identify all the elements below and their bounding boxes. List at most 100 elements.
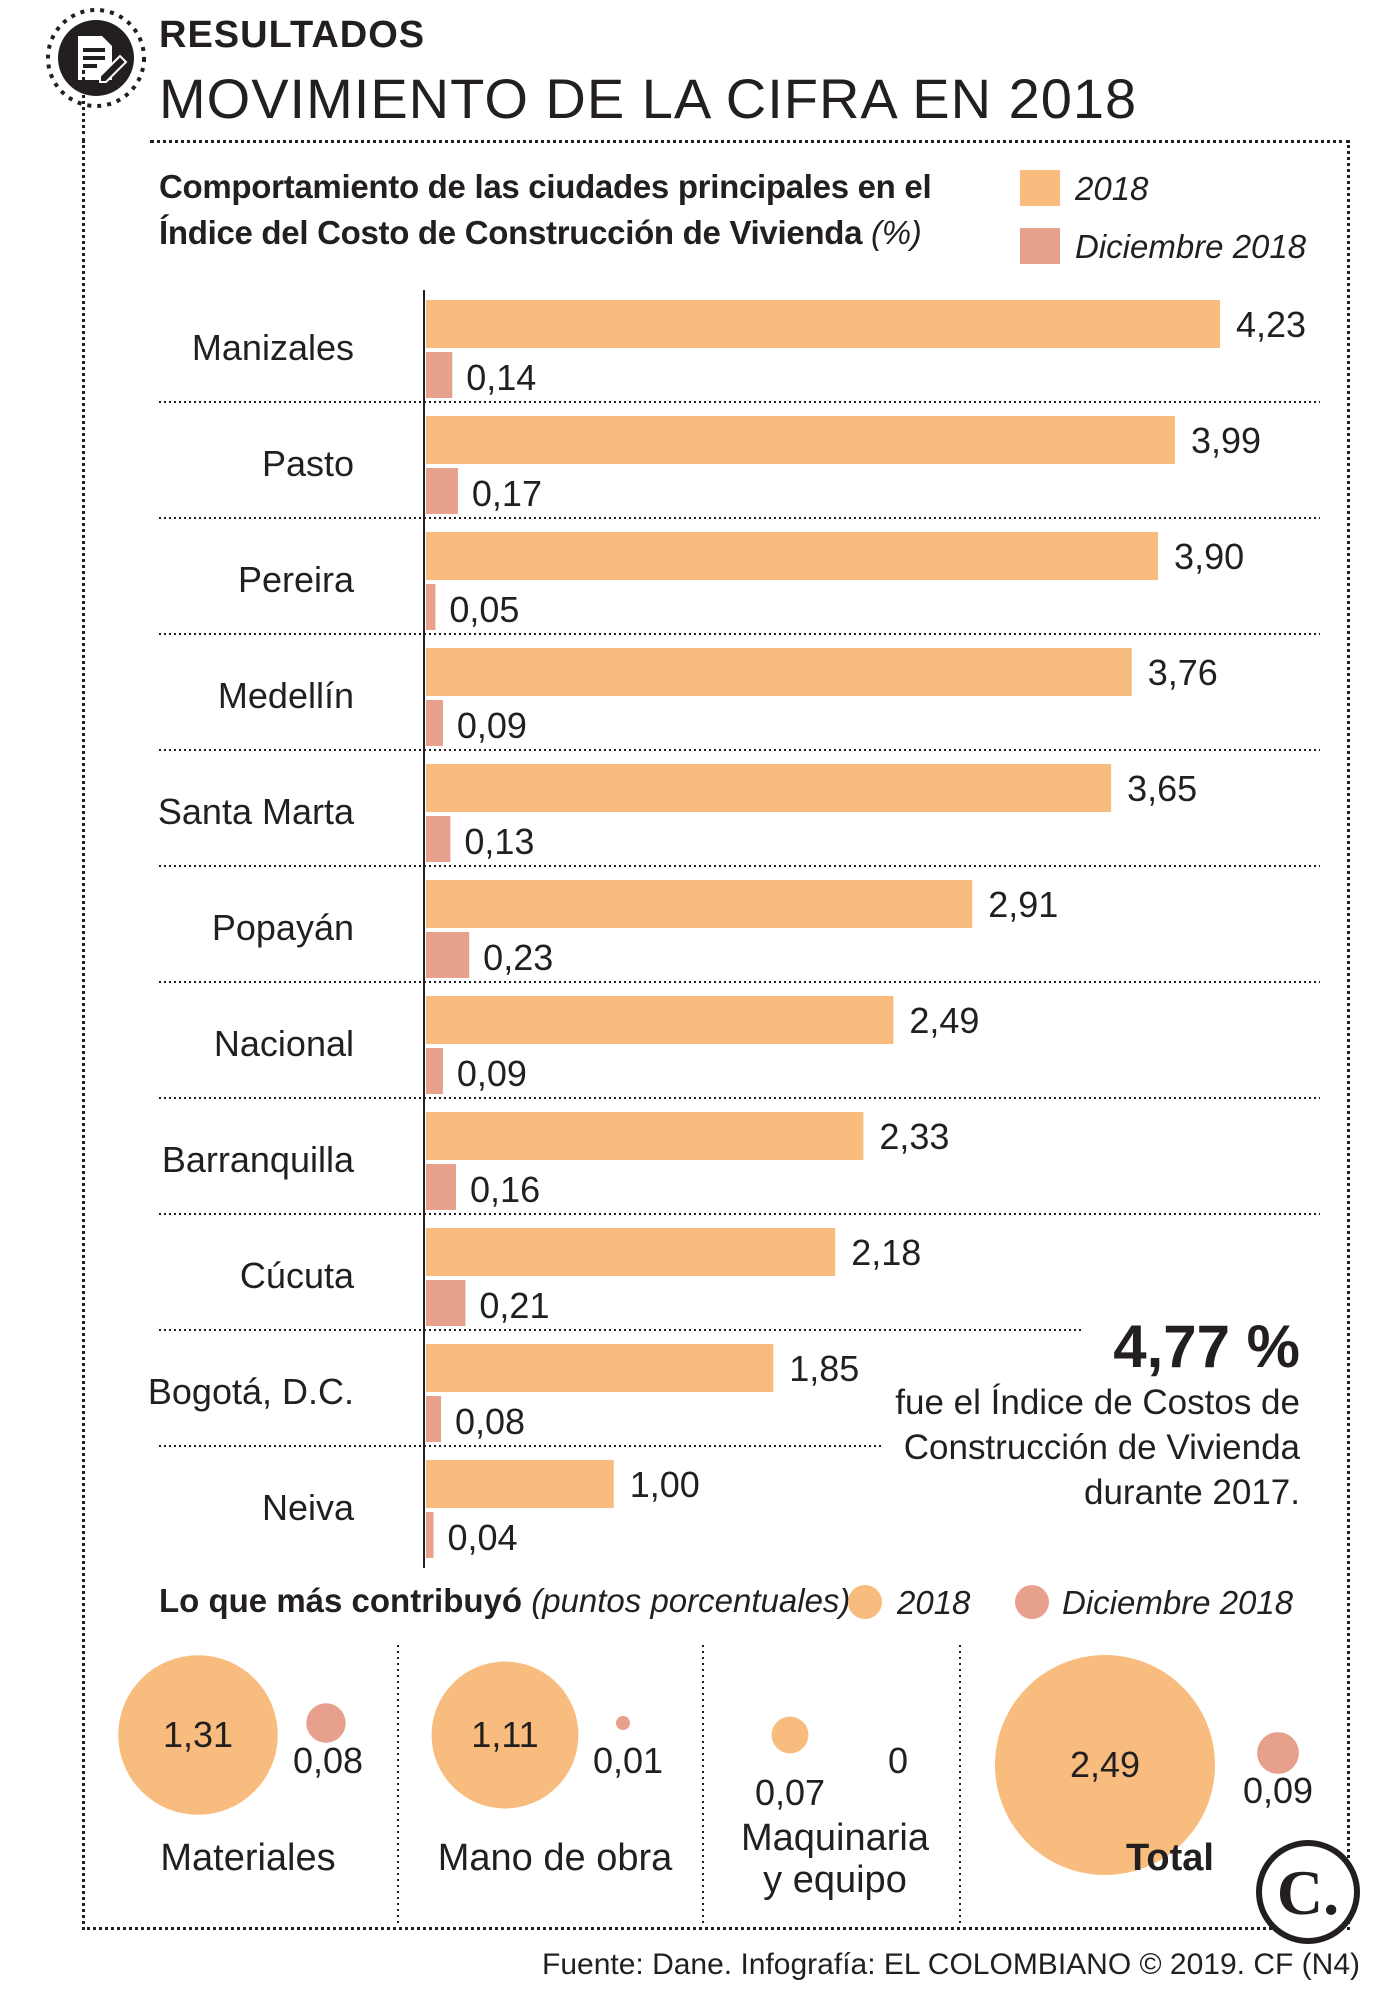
value-label-2018: 1,85 (789, 1348, 859, 1389)
chart-unit-label: (%) (871, 214, 922, 251)
legend-label-2018: 2018 (896, 1584, 971, 1621)
bubble-dic-0 (306, 1703, 346, 1743)
bar-dic-9 (426, 1396, 442, 1442)
el-colombiano-logo-icon: C. (1256, 1840, 1360, 1944)
category-name: Maquinaria (741, 1817, 930, 1859)
legend-label-2018: 2018 (1075, 170, 1149, 207)
value-label-2018: 2,49 (909, 1000, 979, 1041)
category-name: Mano de obra (438, 1837, 673, 1879)
value-label-2018: 2,91 (988, 884, 1058, 925)
category-label: Nacional (214, 1023, 354, 1064)
value-label-dic: 0,04 (448, 1517, 518, 1558)
bar-2018-10 (426, 1460, 614, 1508)
chart-title-text: Comportamiento de las ciudades principal… (159, 168, 932, 251)
value-label-2018: 3,76 (1148, 652, 1218, 693)
bar-2018-4 (426, 764, 1112, 812)
bar-dic-10 (426, 1512, 434, 1558)
bubble-value-2018: 0,07 (755, 1772, 825, 1813)
category-label: Neiva (262, 1487, 355, 1528)
value-label-2018: 1,00 (630, 1464, 700, 1505)
bar-chart: 4,23 0,14 Manizales 3,99 0,17 Pasto 3,90 0,05 Pe… (148, 290, 1320, 1568)
category-label: Popayán (212, 907, 354, 948)
bar-dic-8 (426, 1280, 466, 1326)
bar-dic-6 (426, 1048, 443, 1094)
bar-2018-3 (426, 648, 1132, 696)
category-label: Bogotá, D.C. (148, 1371, 354, 1412)
section-title: MOVIMIENTO DE LA CIFRA EN 2018 (159, 67, 1138, 130)
bubble-value-2018: 2,49 (1070, 1744, 1140, 1785)
bar-2018-8 (426, 1228, 836, 1276)
logo-text: C. (1277, 1857, 1339, 1928)
value-label-dic: 0,17 (472, 473, 542, 514)
value-label-2018: 4,23 (1236, 304, 1306, 345)
legend-swatch-2018 (1020, 170, 1060, 206)
bar-dic-4 (426, 816, 451, 862)
category-label: Pasto (262, 443, 354, 484)
bar-dic-1 (426, 468, 458, 514)
legend-swatch-dic (1020, 228, 1060, 264)
category-label: Cúcuta (240, 1255, 355, 1296)
callout-text-line: durante 2017. (1083, 1473, 1300, 1512)
callout-text-line: fue el Índice de Costos de (895, 1383, 1300, 1422)
bubble-2018-0 (118, 1655, 278, 1815)
category-label: Medellín (218, 675, 354, 716)
frame-divider (150, 140, 1350, 143)
bar-2018-5 (426, 880, 973, 928)
bar-dic-7 (426, 1164, 457, 1210)
value-label-2018: 3,99 (1191, 420, 1261, 461)
bar-2018-7 (426, 1112, 864, 1160)
category-name: Materiales (160, 1837, 335, 1879)
value-label-dic: 0,08 (455, 1401, 525, 1442)
content-frame (82, 140, 1350, 1930)
value-label-dic: 0,21 (479, 1285, 549, 1326)
value-label-dic: 0,23 (483, 937, 553, 978)
bar-2018-0 (426, 300, 1220, 348)
value-label-2018: 2,18 (851, 1232, 921, 1273)
legend-label-dic: Diciembre 2018 (1062, 1584, 1294, 1621)
value-label-dic: 0,05 (449, 589, 519, 630)
bar-dic-2 (426, 584, 436, 630)
bar-2018-2 (426, 532, 1159, 580)
legend-dot-dic (1015, 1585, 1049, 1619)
bubble-value-dic: 0,08 (293, 1740, 363, 1781)
bar-dic-5 (426, 932, 470, 978)
legend-label-dic: Diciembre 2018 (1075, 228, 1307, 265)
bubble-2018-1 (431, 1661, 579, 1809)
frame-divider (82, 70, 85, 142)
category-name: y equipo (763, 1859, 907, 1901)
bubble-2018-3 (995, 1655, 1215, 1875)
category-name: Total (1126, 1837, 1214, 1879)
bubble-value-2018: 1,11 (471, 1714, 538, 1755)
category-label: Pereira (238, 559, 355, 600)
category-label: Manizales (192, 327, 354, 368)
bubble-2018-2 (771, 1716, 809, 1754)
callout-value: 4,77 % (1113, 1313, 1300, 1380)
legend-dot-2018 (848, 1585, 882, 1619)
contributions-title-text: Lo que más contribuyó (159, 1582, 523, 1619)
callout-text: fue el Índice de Costos de Construcción … (860, 1380, 1300, 1515)
section-kicker: RESULTADOS (159, 14, 426, 56)
value-label-dic: 0,14 (466, 357, 536, 398)
callout-text-line: Construcción de Vivienda (903, 1428, 1300, 1467)
bubble-dic-1 (616, 1716, 630, 1730)
value-label-dic: 0,16 (470, 1169, 540, 1210)
contributions-title: Lo que más contribuyó (puntos porcentual… (159, 1582, 850, 1620)
source-credit: Fuente: Dane. Infografía: EL COLOMBIANO … (542, 1948, 1360, 1981)
bar-dic-0 (426, 352, 453, 398)
category-label: Barranquilla (162, 1139, 355, 1180)
value-label-dic: 0,09 (457, 1053, 527, 1094)
bubble-value-dic: 0 (888, 1740, 908, 1781)
bar-2018-6 (426, 996, 894, 1044)
value-label-2018: 3,65 (1127, 768, 1197, 809)
bubble-dic-3 (1257, 1732, 1299, 1774)
chart-title: Comportamiento de las ciudades principal… (159, 164, 979, 256)
value-label-2018: 2,33 (879, 1116, 949, 1157)
bubble-value-2018: 1,31 (163, 1714, 233, 1755)
contributions-unit-label: (puntos porcentuales) (531, 1582, 851, 1619)
bubble-value-dic: 0,09 (1243, 1770, 1313, 1811)
value-label-dic: 0,13 (464, 821, 534, 862)
bubble-value-dic: 0,01 (593, 1740, 663, 1781)
value-label-dic: 0,09 (457, 705, 527, 746)
bar-dic-3 (426, 700, 443, 746)
